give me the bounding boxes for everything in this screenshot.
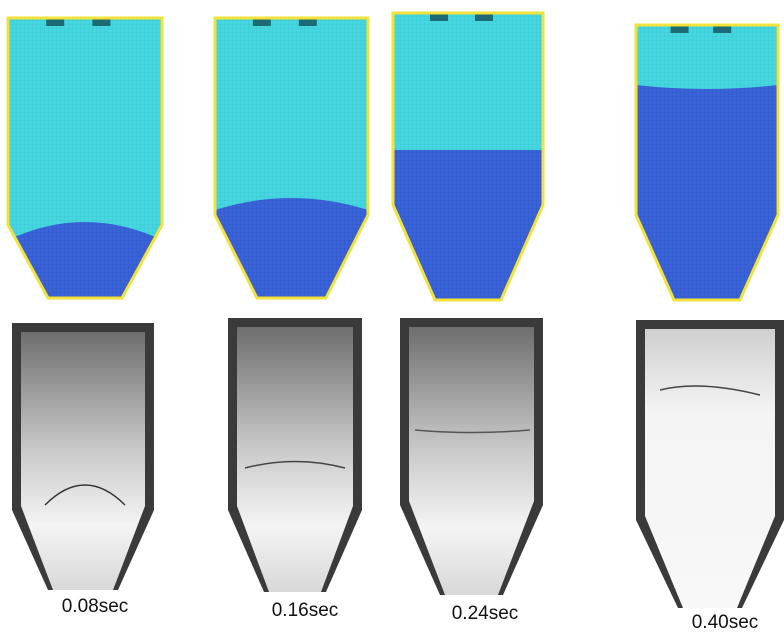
simulation-body xyxy=(8,18,162,298)
figure: 0.08sec 0.16sec 0.24sec 0.40sec xyxy=(0,0,784,639)
liquid-mesh xyxy=(393,150,543,300)
simulation-panel xyxy=(393,13,543,300)
time-label: 0.24sec xyxy=(452,603,519,624)
photo-panel xyxy=(400,318,543,595)
time-label: 0.40sec xyxy=(692,612,759,633)
photo-panel xyxy=(12,323,154,590)
photo-panel xyxy=(228,318,362,592)
photo-interior xyxy=(21,332,145,590)
simulation-panel xyxy=(636,25,778,300)
liquid-mesh xyxy=(8,222,162,298)
liquid-mesh xyxy=(215,198,368,298)
simulation-body xyxy=(636,25,778,300)
time-label: 0.16sec xyxy=(272,600,339,621)
photo-panel xyxy=(636,320,784,608)
liquid-mesh xyxy=(636,85,778,300)
time-label: 0.08sec xyxy=(62,596,129,617)
simulation-body xyxy=(215,18,368,298)
page: 0.08sec 0.16sec 0.24sec 0.40sec (() => {… xyxy=(0,0,784,639)
simulation-panel xyxy=(215,18,368,298)
photo-interior xyxy=(237,327,353,592)
simulation-panel xyxy=(8,18,162,298)
